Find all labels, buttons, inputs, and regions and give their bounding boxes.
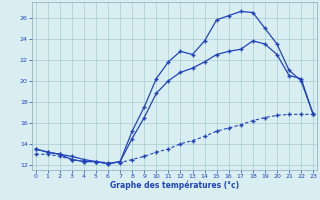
X-axis label: Graphe des températures (°c): Graphe des températures (°c) [110,181,239,190]
